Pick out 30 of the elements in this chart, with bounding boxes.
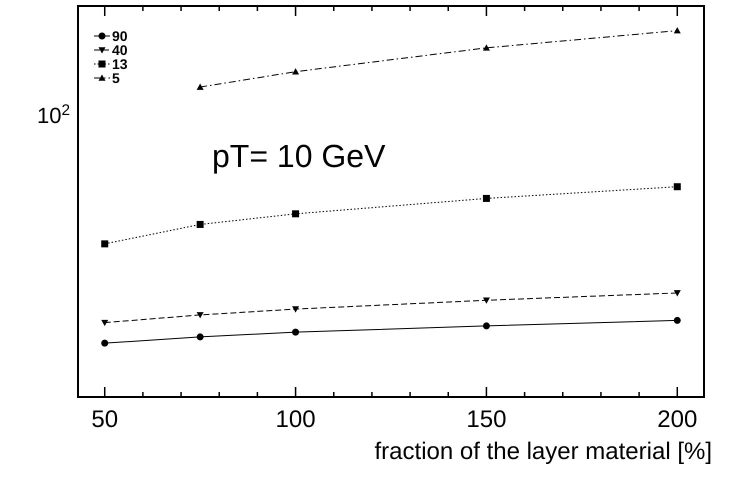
point	[674, 316, 681, 324]
point	[196, 333, 204, 340]
point	[292, 210, 300, 218]
point	[101, 320, 108, 326]
point	[292, 68, 300, 74]
x-tick-label: 200	[657, 406, 698, 433]
point	[196, 220, 204, 228]
point	[101, 240, 108, 248]
text: 10$^{2}$	[36, 102, 70, 128]
point	[101, 340, 108, 347]
annotation: pT= 10 GeV	[212, 138, 386, 174]
point	[482, 194, 490, 202]
point	[196, 84, 204, 90]
point	[674, 290, 681, 296]
legend-label: 13	[112, 56, 128, 72]
point	[292, 306, 300, 313]
x-tick-label: 100	[276, 406, 316, 433]
point	[482, 322, 490, 330]
point	[674, 183, 681, 190]
x-axis-title: fraction of the layer material [%]	[374, 438, 712, 465]
point	[482, 297, 490, 304]
x-tick-label: 150	[466, 406, 506, 433]
point	[482, 44, 490, 51]
legend-label: 40	[112, 42, 128, 58]
legend-label: 5	[112, 70, 120, 86]
legend-label: 90	[112, 28, 128, 44]
point	[292, 328, 300, 336]
x-tick-label: 50	[91, 406, 118, 433]
point	[196, 312, 204, 318]
point	[674, 27, 681, 34]
